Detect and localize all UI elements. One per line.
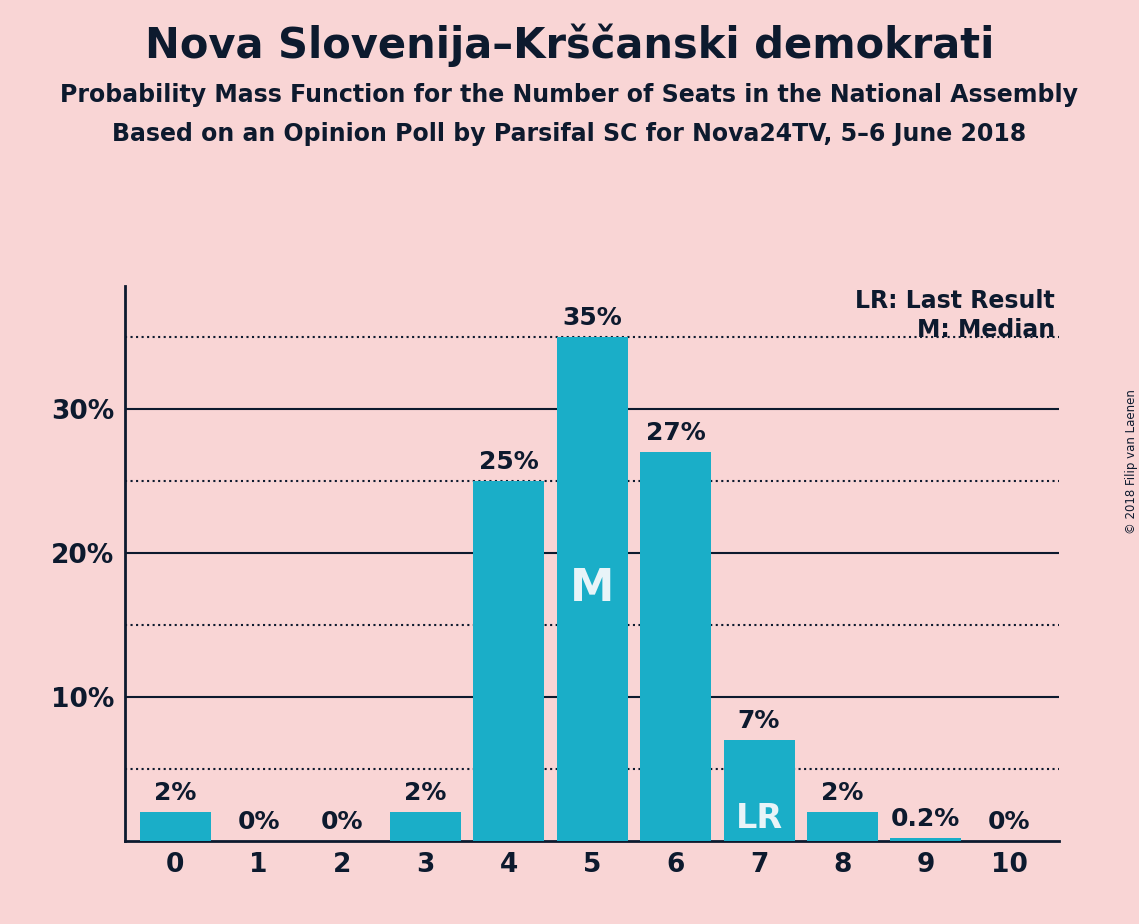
Bar — [891, 838, 961, 841]
Text: Based on an Opinion Poll by Parsifal SC for Nova24TV, 5–6 June 2018: Based on an Opinion Poll by Parsifal SC … — [113, 122, 1026, 146]
Text: Nova Slovenija–Krščanski demokrati: Nova Slovenija–Krščanski demokrati — [145, 23, 994, 67]
Text: 7%: 7% — [738, 709, 780, 733]
Text: 25%: 25% — [480, 450, 539, 474]
Text: 2%: 2% — [821, 781, 863, 805]
Text: 2%: 2% — [154, 781, 197, 805]
Text: LR: LR — [736, 802, 782, 835]
Text: Probability Mass Function for the Number of Seats in the National Assembly: Probability Mass Function for the Number… — [60, 83, 1079, 107]
Text: 35%: 35% — [563, 306, 622, 330]
Text: 2%: 2% — [404, 781, 446, 805]
Text: 0%: 0% — [988, 809, 1031, 833]
Text: 27%: 27% — [646, 420, 705, 444]
Text: 0%: 0% — [237, 809, 280, 833]
Bar — [474, 480, 544, 841]
Bar — [557, 337, 628, 841]
Text: M: Median: M: Median — [917, 318, 1055, 342]
Bar — [723, 740, 795, 841]
Bar — [140, 812, 211, 841]
Bar — [390, 812, 461, 841]
Bar — [640, 452, 711, 841]
Text: LR: Last Result: LR: Last Result — [855, 289, 1055, 313]
Text: M: M — [571, 567, 614, 611]
Text: 0%: 0% — [321, 809, 363, 833]
Text: 0.2%: 0.2% — [891, 807, 960, 831]
Bar — [808, 812, 878, 841]
Text: © 2018 Filip van Laenen: © 2018 Filip van Laenen — [1124, 390, 1138, 534]
